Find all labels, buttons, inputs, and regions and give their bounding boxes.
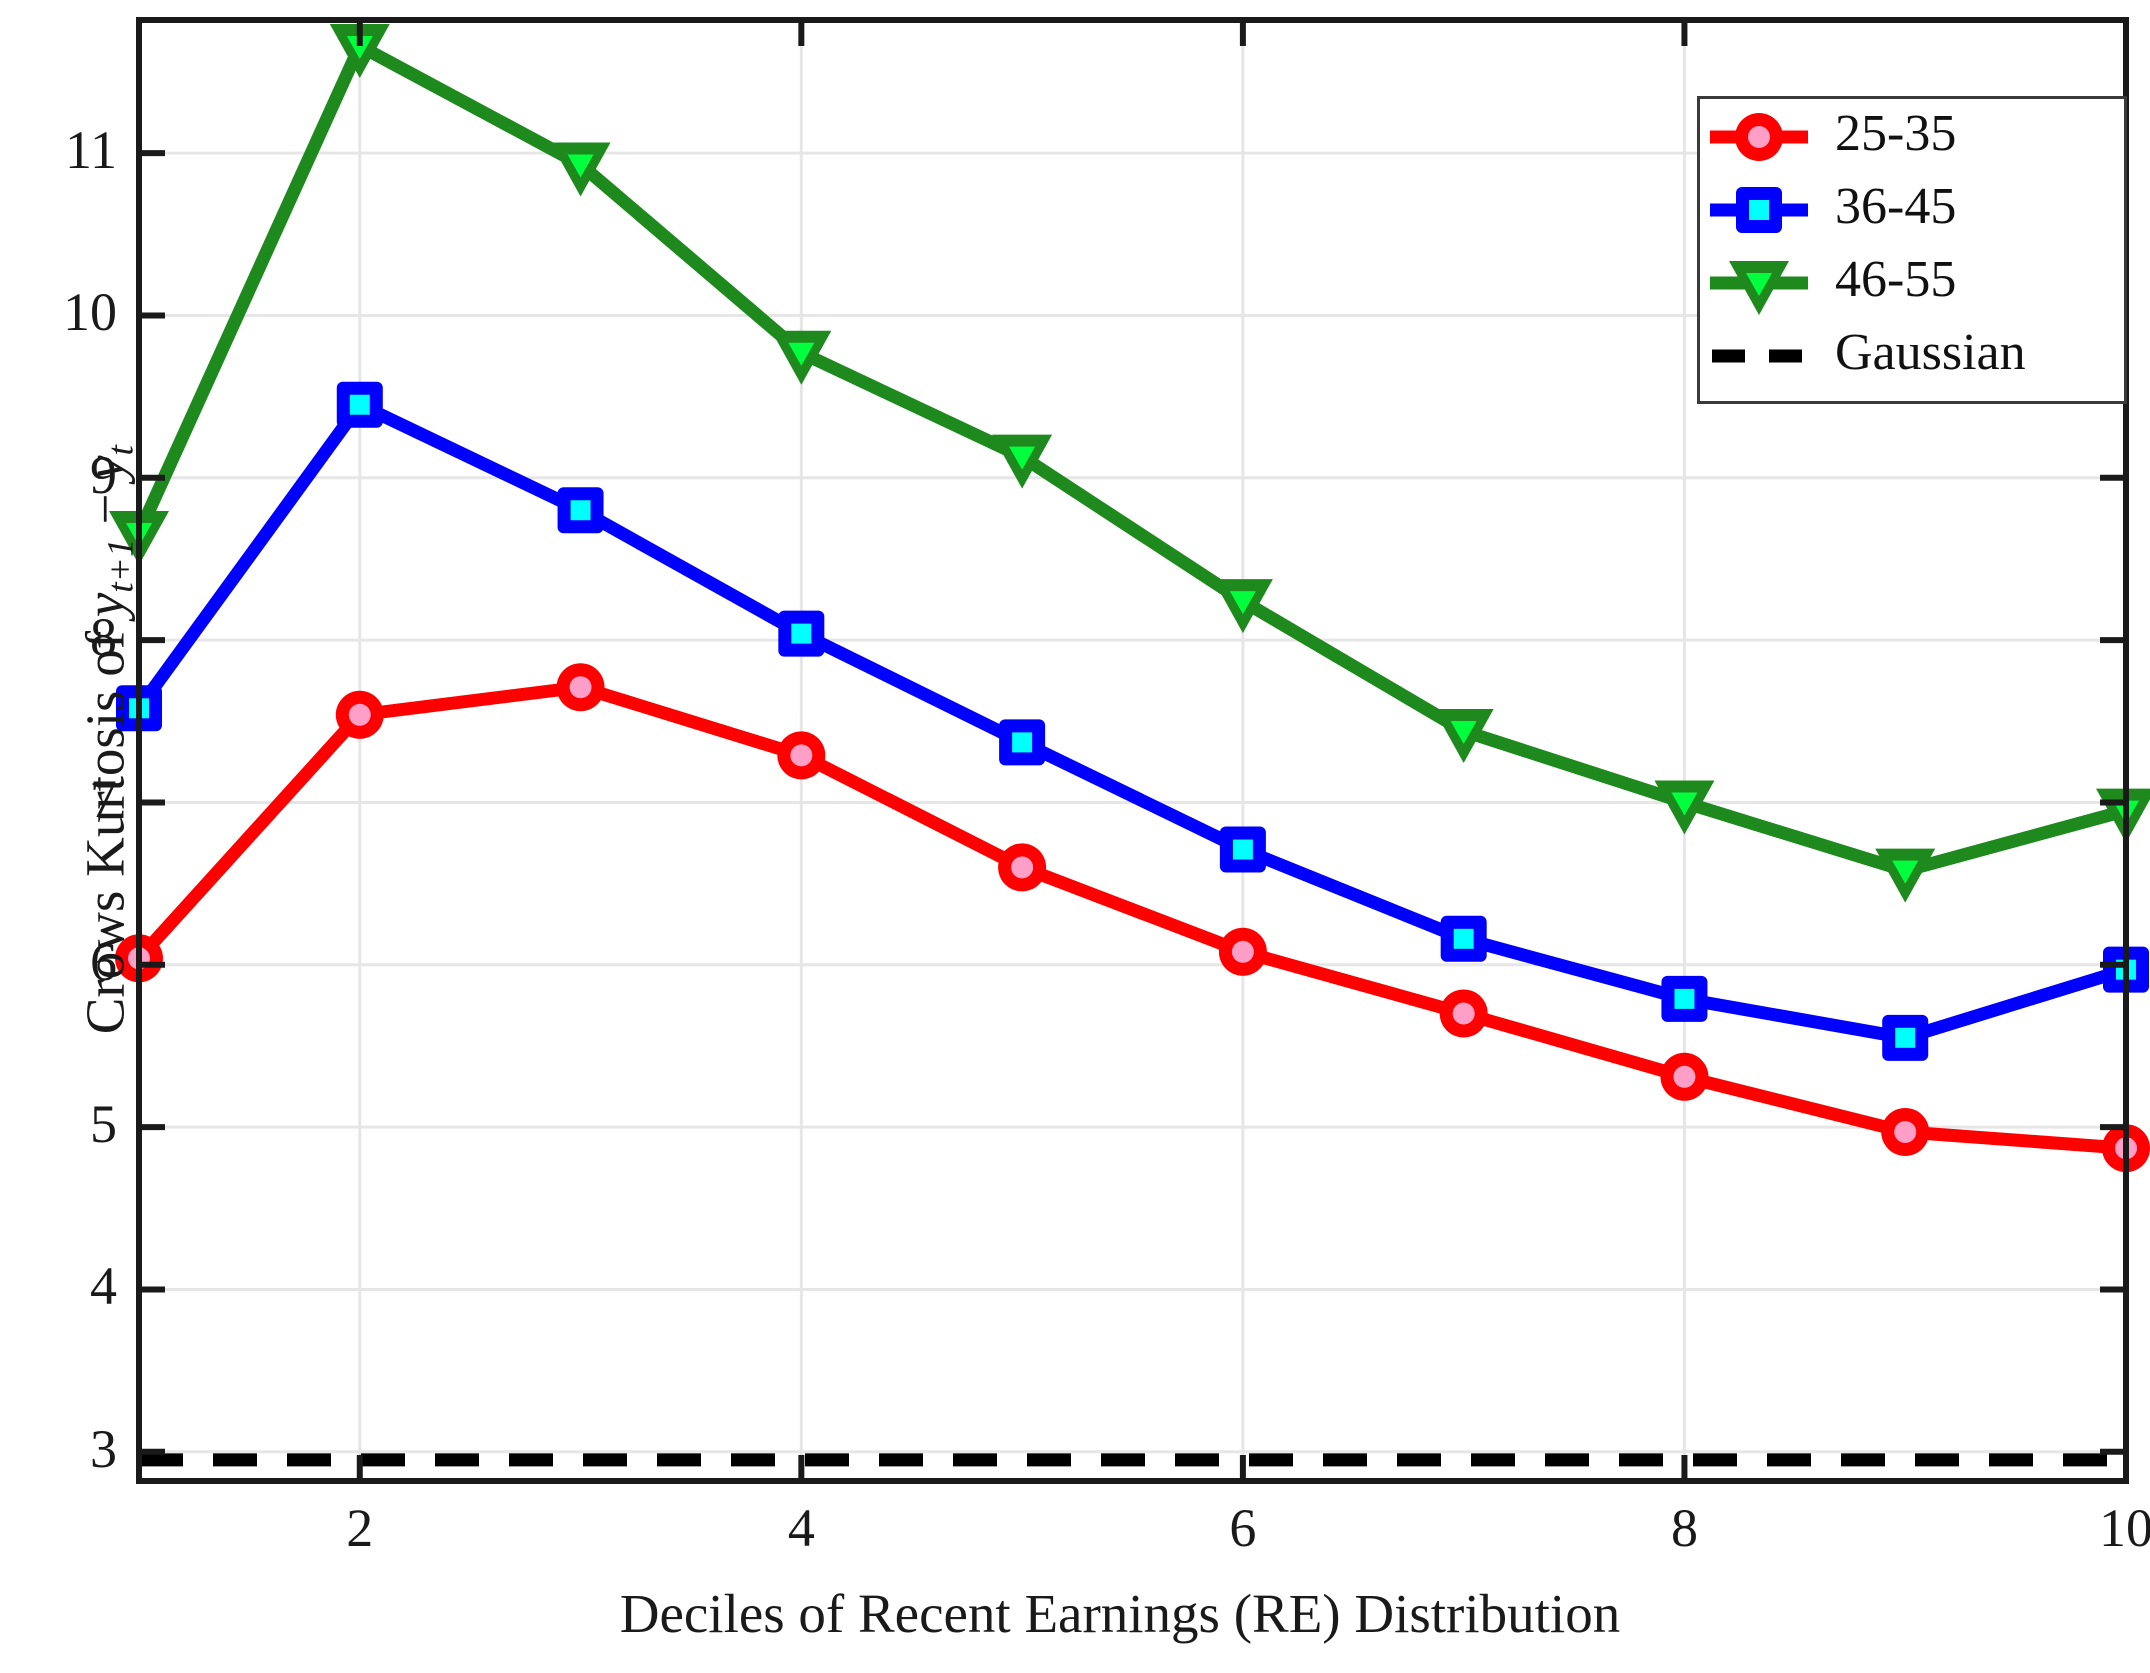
legend-entry-gaussian[interactable]: Gaussian (1835, 323, 2026, 382)
series-36-45 (116, 381, 2149, 1061)
x-tick-label: 10 (2099, 1498, 2150, 1558)
data-point-marker-face (348, 703, 371, 726)
y-tick-label: 5 (90, 1094, 117, 1155)
series-46-55 (109, 23, 2150, 903)
x-tick-label: 8 (1670, 1498, 1698, 1558)
y-tick-label: 11 (65, 120, 117, 181)
axis-frame (136, 17, 2129, 1484)
data-point-marker-face (1450, 721, 1477, 745)
series-line (133, 36, 2128, 878)
legend-entry-label: 36-45 (1835, 178, 1957, 235)
data-point-marker-face (1894, 1120, 1917, 1143)
data-point-marker-face (1009, 446, 1036, 470)
legend-entry-label: 25-35 (1835, 105, 1957, 162)
series-25-35 (115, 663, 2150, 1173)
x-tick-label: 4 (787, 1498, 815, 1558)
data-point-marker-face (567, 154, 594, 178)
data-point-marker-face (1671, 792, 1698, 816)
x-tick-label: 2 (346, 1498, 374, 1558)
y-tick-label: 10 (63, 282, 117, 343)
data-point-marker-face (1674, 988, 1695, 1009)
data-point-marker-face (1229, 591, 1256, 615)
x-axis-title: Deciles of Recent Earnings (RE) Distribu… (619, 1583, 1621, 1644)
data-point-marker-face (1232, 839, 1253, 860)
data-point-marker-face (346, 35, 373, 59)
y-tick-label: 6 (90, 931, 117, 992)
series-line (133, 396, 2128, 1045)
data-point-marker-face (1895, 1027, 1916, 1048)
data-point-marker-face (790, 744, 813, 767)
data-point-marker-face (1673, 1065, 1696, 1088)
x-tick-label: 6 (1229, 1498, 1257, 1558)
y-tick-label: 3 (90, 1418, 117, 1479)
data-point-marker-face (1231, 940, 1254, 963)
y-axis-title-var1-sub: t+1 (100, 538, 142, 593)
data-point-marker-face (349, 394, 370, 415)
data-point-marker-face (1452, 1002, 1475, 1025)
y-axis-title: Crows Kurtosis of yt+1 − yt (73, 80, 142, 1400)
legend-symbols (1710, 113, 1808, 363)
legend-entry-46-55[interactable]: 46-55 (1835, 250, 1956, 309)
series-line (134, 680, 2127, 1155)
legend-entry-25-35[interactable]: 25-35 (1835, 104, 1956, 163)
data-point-marker-face (791, 623, 812, 644)
data-point-marker-face (1012, 732, 1033, 753)
legend-entry-label: 46-55 (1835, 251, 1957, 308)
legend-entry-label: Gaussian (1835, 324, 2026, 381)
y-tick-label: 7 (90, 769, 117, 830)
data-point-marker-face (1011, 856, 1034, 879)
data-point-marker-face (1892, 860, 1919, 884)
data-point-marker-face (1453, 928, 1474, 949)
legend-marker-circle-face (1748, 126, 1770, 148)
y-tick-label: 8 (90, 607, 117, 668)
legend-marker-triangle-face (1746, 273, 1772, 296)
legend-entry-36-45[interactable]: 36-45 (1835, 177, 1956, 236)
data-point-marker-face (570, 500, 591, 521)
y-tick-label: 4 (90, 1256, 117, 1317)
y-tick-label: 9 (90, 444, 117, 505)
data-point-marker-face (788, 342, 815, 366)
data-point-marker-face (569, 676, 592, 699)
legend-marker-square-face (1749, 200, 1769, 220)
